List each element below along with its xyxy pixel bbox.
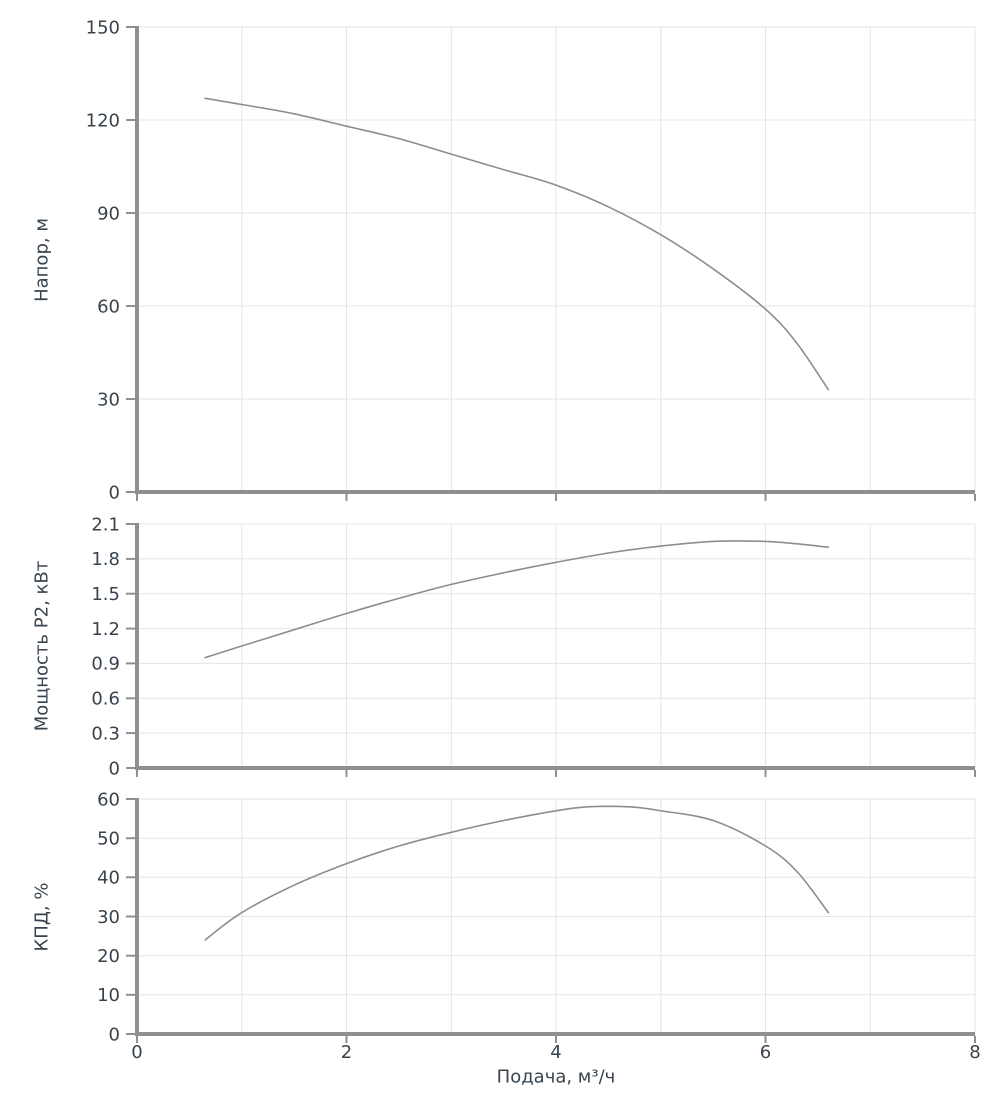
x-tick-label: 4 bbox=[550, 1042, 561, 1063]
x-axis-label: Подача, м³/ч bbox=[496, 1066, 616, 1088]
x-tick-label: 0 bbox=[131, 1042, 142, 1063]
y-tick-label: 60 bbox=[97, 789, 120, 810]
y-axis-label-power: Мощность P2, кВт bbox=[31, 560, 53, 732]
y-tick-label: 20 bbox=[97, 946, 120, 967]
curve-head bbox=[204, 97, 830, 391]
y-tick-label: 0 bbox=[109, 758, 120, 779]
y-tick-label: 2.1 bbox=[91, 514, 120, 535]
y-axis-label-head: Напор, м bbox=[31, 218, 53, 302]
y-tick-label: 30 bbox=[97, 907, 120, 928]
x-tick-label: 2 bbox=[341, 1042, 352, 1063]
chart-head: 0 30 60 90 120 150 bbox=[86, 17, 976, 503]
y-tick-label: 90 bbox=[97, 203, 120, 224]
curve-efficiency bbox=[204, 805, 830, 941]
y-tick-label: 10 bbox=[97, 985, 120, 1006]
y-tick-label: 1.8 bbox=[91, 549, 120, 570]
y-tick-label: 60 bbox=[97, 296, 120, 317]
y-tick-label: 0.3 bbox=[91, 723, 120, 744]
x-tick-label: 6 bbox=[760, 1042, 771, 1063]
x-tick-label: 8 bbox=[969, 1042, 980, 1063]
y-tick-label: 150 bbox=[86, 17, 120, 38]
y-tick-label: 0.6 bbox=[91, 689, 120, 710]
y-tick-label: 30 bbox=[97, 389, 120, 410]
y-tick-label: 0 bbox=[109, 482, 120, 503]
y-tick-label: 50 bbox=[97, 829, 120, 850]
y-tick-label: 1.5 bbox=[91, 584, 120, 605]
y-tick-label: 0 bbox=[109, 1024, 120, 1045]
y-tick-label: 1.2 bbox=[91, 619, 120, 640]
y-tick-label: 40 bbox=[97, 868, 120, 889]
curve-power bbox=[204, 540, 830, 659]
y-tick-label: 0.9 bbox=[91, 654, 120, 675]
y-axis-label-efficiency: КПД, % bbox=[31, 882, 53, 952]
y-tick-label: 120 bbox=[86, 110, 120, 131]
chart-efficiency: 0 10 20 30 40 50 60 0 2 4 6 8 bbox=[97, 789, 981, 1063]
chart-power: 0 0.3 0.6 0.9 1.2 1.5 1.8 2.1 bbox=[91, 514, 976, 779]
